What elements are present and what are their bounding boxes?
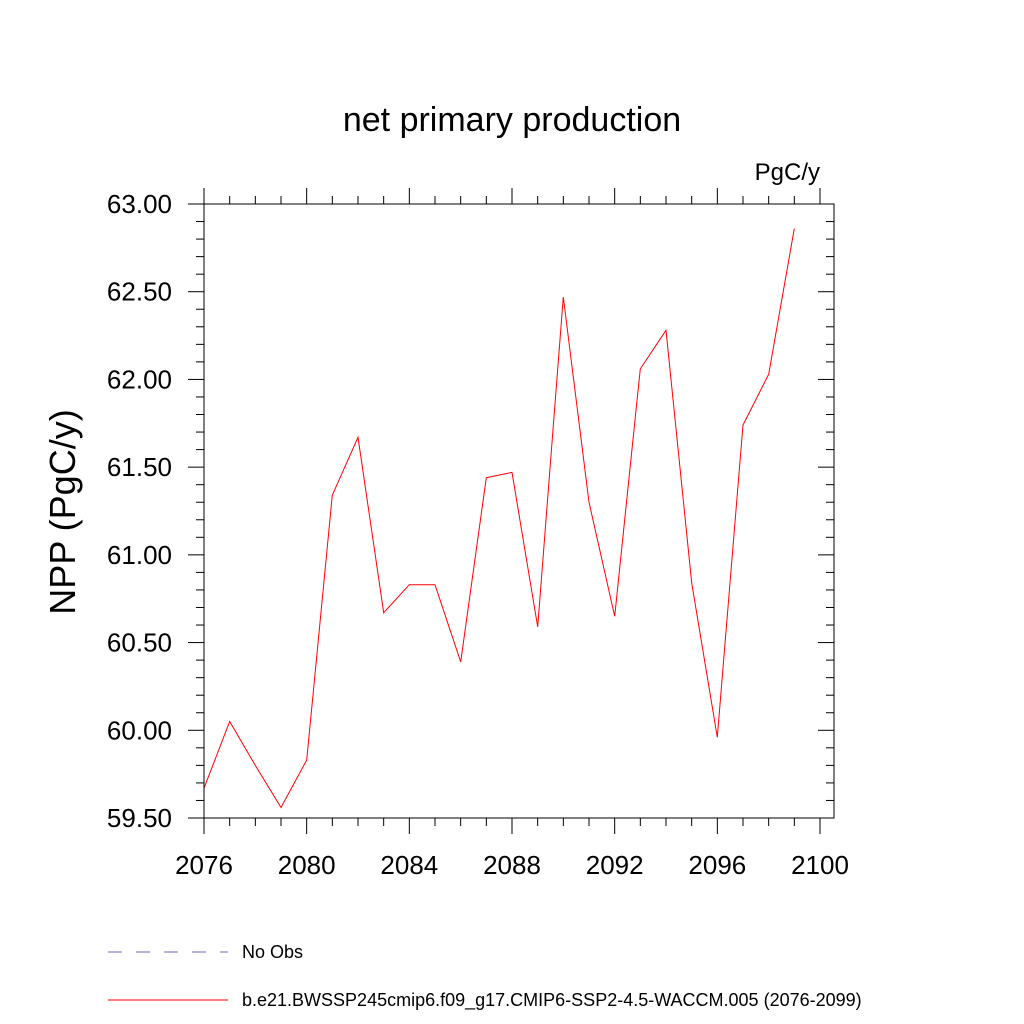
y-tick-label: 59.50 xyxy=(107,803,172,833)
y-tick-label: 60.00 xyxy=(107,715,172,745)
legend: No Obs b.e21.BWSSP245cmip6.f09_g17.CMIP6… xyxy=(108,942,862,1011)
axis-ticks xyxy=(188,188,834,834)
y-tick-label: 60.50 xyxy=(107,628,172,658)
y-tick-label: 61.50 xyxy=(107,452,172,482)
units-label: PgC/y xyxy=(755,159,820,186)
axis-tick-labels: 2076 2080 2084 2088 2092 2096 2100 59.50 60.00 60… xyxy=(107,189,849,880)
x-tick-label: 2092 xyxy=(586,850,644,880)
legend-label-no-obs: No Obs xyxy=(242,942,303,962)
x-tick-label: 2080 xyxy=(278,850,336,880)
y-axis-label: NPP (PgC/y) xyxy=(42,409,83,614)
y-tick-label: 61.00 xyxy=(107,540,172,570)
series-layer xyxy=(203,228,795,809)
x-tick-label: 2096 xyxy=(688,850,746,880)
legend-label-model: b.e21.BWSSP245cmip6.f09_g17.CMIP6-SSP2-4… xyxy=(242,990,862,1011)
chart-title: net primary production xyxy=(343,101,681,139)
y-tick-label: 62.50 xyxy=(107,277,172,307)
y-tick-label: 63.00 xyxy=(107,189,172,219)
x-tick-label: 2088 xyxy=(483,850,541,880)
x-tick-label: 2084 xyxy=(380,850,438,880)
y-tick-label: 62.00 xyxy=(107,364,172,394)
series-line xyxy=(203,228,795,809)
x-tick-label: 2076 xyxy=(175,850,233,880)
x-tick-label: 2100 xyxy=(791,850,849,880)
plot-frame xyxy=(203,203,835,819)
